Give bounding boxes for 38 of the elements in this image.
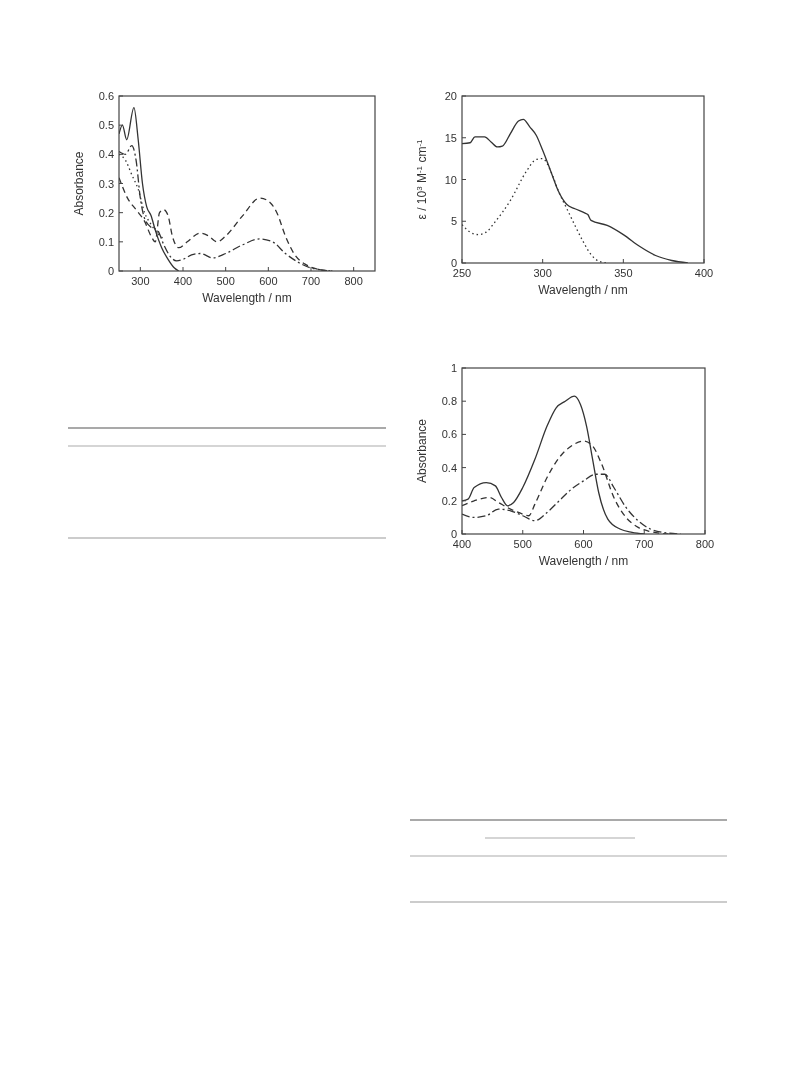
x-tick-label: 600 xyxy=(259,275,278,287)
y-axis-title: Absorbance xyxy=(72,151,86,216)
y-tick-label: 0.2 xyxy=(441,494,457,507)
y-tick-label: 10 xyxy=(444,173,457,186)
x-tick-label: 400 xyxy=(173,275,193,287)
x-tick-label: 250 xyxy=(452,267,472,279)
y-axis-title: Absorbance xyxy=(415,418,429,484)
x-tick-label: 700 xyxy=(635,538,654,550)
x-tick-label: 300 xyxy=(131,275,150,287)
x-axis-title: Wavelength / nm xyxy=(538,283,628,297)
y-tick-label: 0 xyxy=(450,257,457,269)
x-tick-label: 500 xyxy=(513,538,532,550)
y-tick-label: 5 xyxy=(450,215,457,228)
x-tick-label: 600 xyxy=(574,538,593,550)
y-tick-label: 0 xyxy=(450,528,457,540)
y-tick-label: 0.8 xyxy=(441,395,457,408)
y-tick-label: 0.1 xyxy=(98,235,114,248)
x-tick-label: 350 xyxy=(614,267,633,279)
x-tick-label: 700 xyxy=(301,275,321,287)
x-tick-label: 400 xyxy=(694,267,714,279)
y-tick-label: 0 xyxy=(107,265,114,277)
y-tick-label: 0.4 xyxy=(98,148,114,161)
y-tick-label: 1 xyxy=(450,362,457,374)
x-axis-title: Wavelength / nm xyxy=(202,291,292,305)
x-tick-label: 800 xyxy=(695,538,715,550)
y-tick-label: 0.6 xyxy=(98,90,114,102)
x-tick-label: 500 xyxy=(216,275,235,287)
y-tick-label: 15 xyxy=(444,131,457,144)
x-tick-label: 400 xyxy=(452,538,472,550)
y-tick-label: 20 xyxy=(444,90,457,102)
x-axis-title: Wavelength / nm xyxy=(538,554,629,568)
x-tick-label: 300 xyxy=(533,267,552,279)
y-tick-label: 0.6 xyxy=(441,428,457,441)
y-tick-label: 0.5 xyxy=(98,119,114,132)
y-tick-label: 0.2 xyxy=(98,206,114,219)
x-tick-label: 800 xyxy=(344,275,363,287)
y-tick-label: 0.3 xyxy=(98,177,114,190)
y-tick-label: 0.4 xyxy=(441,461,457,474)
